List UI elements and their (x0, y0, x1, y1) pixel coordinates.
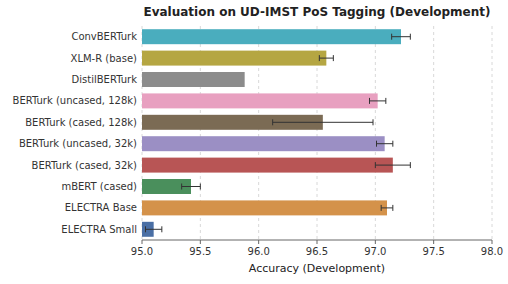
error-bar (392, 34, 411, 40)
tick-mark (317, 240, 318, 244)
error-cap (392, 205, 393, 211)
category-label: ELECTRA Small (61, 224, 137, 235)
chart: 95.0 95.5 96.0 96.5 97.0 97.5 98.0 ELECTRA Smal… (0, 0, 508, 284)
error-bar (182, 184, 201, 190)
tick-mark (142, 240, 143, 244)
error-bar (273, 119, 373, 125)
error-line (375, 165, 410, 166)
category-label: BERTurk (uncased, 128k) (13, 95, 138, 106)
error-cap (385, 98, 386, 104)
error-cap (391, 34, 392, 40)
category-label: BERTurk (cased, 128k) (25, 117, 137, 128)
grid (142, 26, 492, 240)
error-cap (145, 226, 146, 232)
tick-mark (492, 240, 493, 244)
tick-label: 98.0 (481, 246, 503, 257)
error-cap (410, 34, 411, 40)
x-axis-label: Accuracy (Development) (249, 262, 385, 275)
bar (142, 136, 385, 151)
error-bar (381, 205, 393, 211)
tick-mark (200, 240, 201, 244)
tick-mark (433, 240, 434, 244)
tick-mark (375, 240, 376, 244)
error-line (377, 143, 393, 144)
error-line (319, 58, 333, 59)
error-line (392, 36, 411, 37)
tick-label: 95.0 (131, 246, 153, 257)
category-label: BERTurk (uncased, 32k) (19, 138, 137, 149)
tick-label: 96.0 (248, 246, 270, 257)
error-line (146, 229, 162, 230)
error-line (182, 186, 201, 187)
error-cap (181, 184, 182, 190)
error-cap (333, 55, 334, 61)
category-label: ConvBERTurk (71, 31, 137, 42)
tick-label: 95.5 (189, 246, 211, 257)
error-cap (381, 205, 382, 211)
tick-mark (258, 240, 259, 244)
error-cap (410, 162, 411, 168)
grid-line (433, 26, 434, 240)
error-line (370, 100, 386, 101)
category-label: ELECTRA Base (65, 202, 137, 213)
error-line (273, 122, 373, 123)
error-cap (161, 226, 162, 232)
error-cap (319, 55, 320, 61)
bar (142, 158, 393, 173)
error-cap (392, 141, 393, 147)
error-bar (370, 98, 386, 104)
y-axis: ELECTRA Small ELECTRA Base mBERT (cased) BE… (13, 31, 138, 235)
error-cap (376, 141, 377, 147)
category-label: mBERT (cased) (61, 181, 137, 192)
error-cap (200, 184, 201, 190)
category-label: XLM-R (base) (71, 53, 138, 64)
error-line (381, 207, 393, 208)
axis-line (142, 240, 492, 241)
tick-label: 96.5 (306, 246, 328, 257)
bars (142, 29, 410, 237)
error-cap (375, 162, 376, 168)
title: Evaluation on UD-IMST PoS Tagging (Devel… (143, 5, 490, 19)
bar (142, 93, 378, 108)
error-bar (375, 162, 410, 168)
bar (142, 29, 401, 44)
error-cap (272, 119, 273, 125)
tick-label: 97.0 (364, 246, 386, 257)
bar (142, 72, 245, 87)
x-axis: 95.0 95.5 96.0 96.5 97.0 97.5 98.0 (131, 240, 503, 257)
error-bar (146, 226, 162, 232)
error-bar (319, 55, 333, 61)
bar (142, 200, 387, 215)
category-label: DistilBERTurk (72, 74, 138, 85)
category-label: BERTurk (cased, 32k) (32, 160, 138, 171)
error-cap (369, 98, 370, 104)
error-cap (373, 119, 374, 125)
error-bar (377, 141, 393, 147)
tick-label: 97.5 (423, 246, 445, 257)
bar (142, 51, 326, 66)
grid-line (492, 26, 493, 240)
